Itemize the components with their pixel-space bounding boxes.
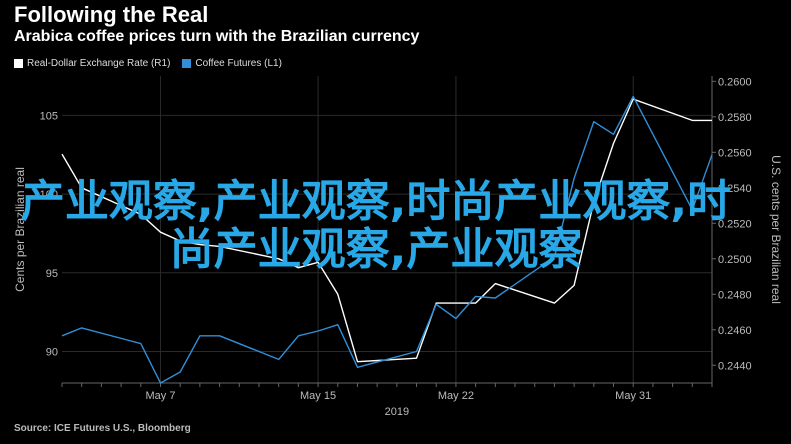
left-tick-label: 95	[46, 268, 58, 280]
right-tick-label: 0.2500	[718, 254, 752, 266]
left-axis-title: Cents per Brazilian real	[13, 167, 27, 292]
left-tick-label: 90	[46, 347, 58, 359]
legend-item-coffee-futures: Coffee Futures (L1)	[182, 58, 282, 69]
x-tick-label: May 7	[146, 390, 176, 402]
right-tick-label: 0.2480	[718, 289, 752, 301]
right-tick-label: 0.2520	[718, 218, 752, 230]
x-tick-label: May 22	[438, 390, 474, 402]
chart-subtitle: Arabica coffee prices turn with the Braz…	[14, 28, 420, 45]
legend-label-exchange-rate: Real-Dollar Exchange Rate (R1)	[27, 57, 171, 69]
right-tick-label: 0.2540	[718, 183, 752, 195]
chart-title: Following the Real	[14, 2, 209, 27]
x-tick-label: May 15	[300, 390, 336, 402]
right-tick-label: 0.2560	[718, 147, 752, 159]
watermark-overlay-text: 产业观察,产业观察,时尚产业观察,时尚产业观察,产业观察	[20, 176, 732, 275]
right-tick-label: 0.2440	[718, 360, 752, 372]
x-tick-label: May 31	[615, 390, 651, 402]
source-note: Source: ICE Futures U.S., Bloomberg	[14, 423, 191, 434]
left-tick-label: 100	[40, 189, 58, 201]
right-axis-title: U.S. cents per Brazilian real	[769, 155, 783, 304]
right-tick-label: 0.2600	[718, 76, 752, 88]
chart-legend: Real-Dollar Exchange Rate (R1) Coffee Fu…	[14, 57, 282, 69]
right-tick-label: 0.2580	[718, 112, 752, 124]
legend-swatch-coffee-futures	[182, 58, 192, 68]
legend-label-coffee-futures: Coffee Futures (L1)	[195, 57, 282, 69]
right-tick-label: 0.2460	[718, 325, 752, 337]
series-line-coffee-futures	[61, 95, 713, 384]
x-axis-year-label: 2019	[385, 406, 409, 418]
left-tick-label: 105	[40, 110, 58, 122]
legend-swatch-exchange-rate	[14, 58, 23, 68]
legend-item-exchange-rate: Real-Dollar Exchange Rate (R1)	[14, 58, 170, 69]
